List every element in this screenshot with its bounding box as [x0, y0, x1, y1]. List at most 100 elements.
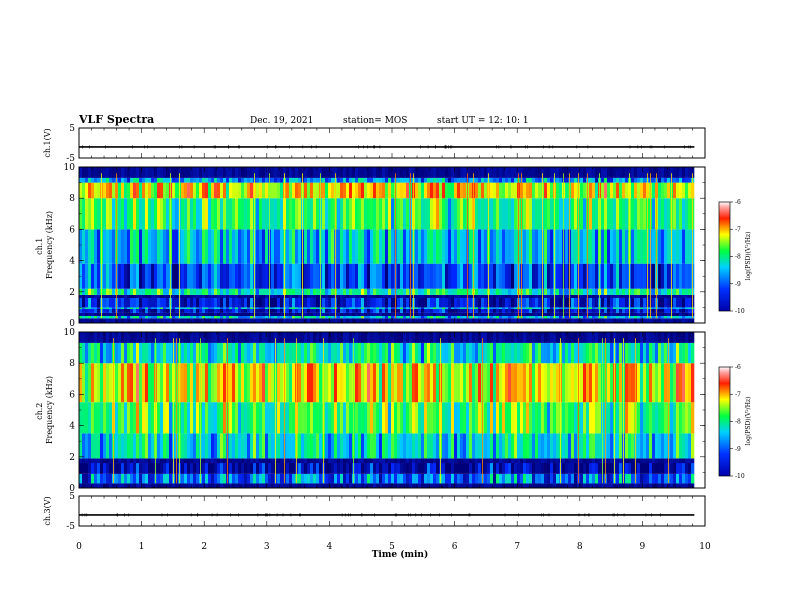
spectrogram-cell: [655, 167, 659, 178]
spectrogram-cell: [139, 309, 143, 313]
spectrogram-cell: [241, 294, 245, 298]
spectrogram-cell: [394, 318, 398, 323]
sferic-spike: [521, 173, 522, 319]
spectrogram-cell: [97, 433, 101, 459]
spectrogram-cell: [454, 182, 458, 199]
spectrogram-cell: [295, 316, 299, 319]
spectrogram-cell: [361, 318, 365, 323]
spectrogram-cell: [523, 288, 527, 295]
spectrogram-cell: [643, 474, 647, 484]
spectrogram-cell: [232, 363, 236, 403]
spectrogram-cell: [304, 294, 308, 298]
spectrogram-cell: [124, 298, 128, 308]
spectrogram-cell: [460, 229, 464, 264]
spectrogram-cell: [616, 298, 620, 308]
spectrogram-cell: [592, 312, 596, 316]
spectrogram-cell: [391, 294, 395, 298]
spectrogram-cell: [427, 474, 431, 484]
spectrogram-cell: [538, 312, 542, 316]
spectrogram-cell: [181, 229, 185, 264]
spectrogram-cell: [583, 483, 587, 488]
spectrogram-cell: [328, 332, 332, 343]
spectrogram-cell: [361, 263, 365, 289]
spectrogram-cell: [652, 342, 656, 364]
spectrogram-cell: [589, 316, 593, 319]
spectrogram-cell: [100, 318, 104, 323]
spectrogram-cell: [394, 167, 398, 178]
spectrogram-cell: [187, 298, 191, 308]
spectrogram-cell: [508, 288, 512, 295]
spectrogram-cell: [415, 294, 419, 298]
spectrogram-cell: [130, 363, 134, 403]
spectrogram-cell: [529, 263, 533, 289]
spectrogram-cell: [640, 198, 644, 230]
spectrogram-cell: [235, 198, 239, 230]
spectrogram-cell: [565, 288, 569, 295]
spectrogram-cell: [343, 433, 347, 459]
spectrogram-cell: [580, 318, 584, 323]
spectrogram-cell: [232, 483, 236, 488]
spectrogram-cell: [445, 363, 449, 403]
spectrogram-cell: [625, 182, 629, 199]
spectrogram-cell: [244, 198, 248, 230]
spectrogram-cell: [601, 309, 605, 313]
spectrogram-cell: [649, 433, 653, 459]
spectrogram-cell: [250, 309, 254, 313]
spectrogram-cell: [286, 229, 290, 264]
spectrogram-cell: [601, 318, 605, 323]
spectrogram-cell: [355, 177, 359, 183]
spectrogram-cell: [247, 263, 251, 289]
spectrogram-cell: [217, 316, 221, 319]
spectrogram-cell: [388, 309, 392, 313]
spectrogram-cell: [286, 288, 290, 295]
spectrogram-cell: [661, 288, 665, 295]
spectrogram-cell: [667, 332, 671, 343]
spectrogram-cell: [340, 294, 344, 298]
spectrogram-cell: [469, 474, 473, 484]
spectrogram-cell: [103, 318, 107, 323]
spectrogram-cell: [430, 342, 434, 364]
spectrogram-cell: [637, 198, 641, 230]
spectrogram-cell: [643, 177, 647, 183]
spectrogram-cell: [457, 298, 461, 308]
spectrogram-cell: [220, 182, 224, 199]
spectrogram-cell: [439, 229, 443, 264]
spectrogram-cell: [604, 309, 608, 313]
spectrogram-cell: [457, 463, 461, 474]
spectrogram-cell: [85, 294, 89, 298]
spectrogram-cell: [133, 316, 137, 319]
spectrogram-cell: [265, 307, 269, 309]
spectrogram-cell: [160, 298, 164, 308]
spectrogram-cell: [637, 458, 641, 464]
spectrogram-cell: [79, 229, 83, 264]
spectrogram-cell: [604, 294, 608, 298]
spectrogram-cell: [400, 263, 404, 289]
sferic-spike: [647, 173, 648, 319]
spectrogram-cell: [130, 182, 134, 199]
spectrogram-cell: [442, 307, 446, 309]
spectrogram-cell: [295, 309, 299, 313]
spectrogram-cell: [106, 167, 110, 178]
spectrogram-cell: [529, 167, 533, 178]
spectrogram-cell: [94, 483, 98, 488]
spectrogram-cell: [163, 342, 167, 364]
spectrogram-cell: [622, 177, 626, 183]
spectrogram-cell: [394, 458, 398, 464]
spectrogram-cell: [229, 198, 233, 230]
spectrogram-cell: [202, 312, 206, 316]
spectrogram-cell: [625, 463, 629, 474]
spectrogram-cell: [616, 342, 620, 364]
spectrogram-cell: [106, 318, 110, 323]
spectrogram-cell: [214, 483, 218, 488]
spectrogram-cell: [502, 458, 506, 464]
spectrogram-cell: [688, 182, 692, 199]
spectrogram-cell: [340, 332, 344, 343]
spectrogram-cell: [532, 294, 536, 298]
spectrogram-cell: [484, 458, 488, 464]
spectrogram-cell: [412, 458, 416, 464]
spectrogram-cell: [640, 332, 644, 343]
spectrogram-cell: [532, 458, 536, 464]
spectrogram-cell: [403, 309, 407, 313]
spectrogram-cell: [415, 342, 419, 364]
spectrogram-cell: [454, 342, 458, 364]
